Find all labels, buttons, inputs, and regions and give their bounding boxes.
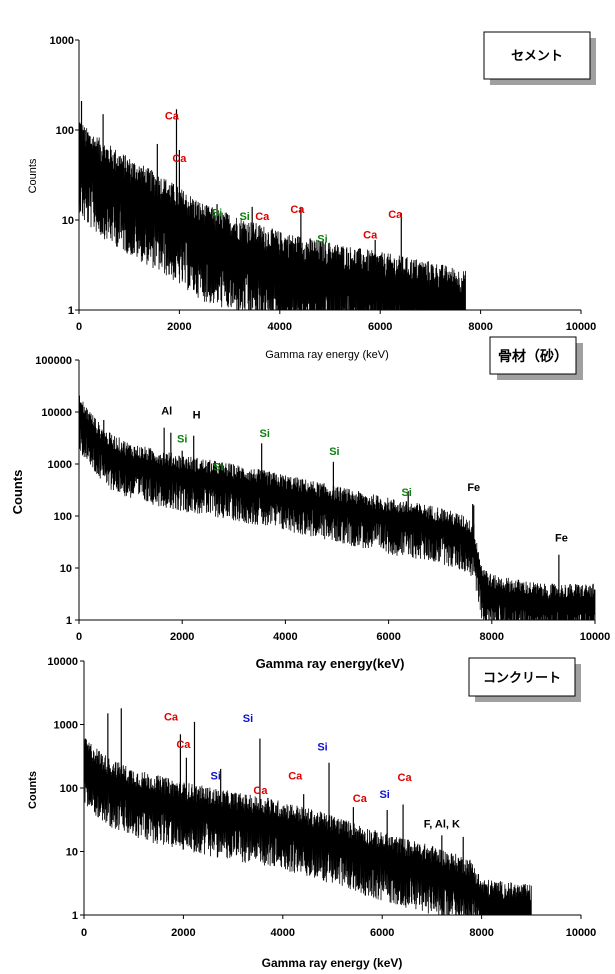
aggregate-x-tick-label: 10000 <box>580 631 611 643</box>
aggregate-y-tick-label: 100 <box>54 511 72 523</box>
concrete-x-tick-label: 2000 <box>171 927 195 939</box>
concrete-peak-label: Si <box>317 741 327 753</box>
concrete-peak-label: Si <box>243 713 253 725</box>
concrete-y-axis-label: Counts <box>27 771 39 809</box>
aggregate-x-tick-label: 2000 <box>170 631 194 643</box>
aggregate-x-tick-label: 8000 <box>480 631 504 643</box>
aggregate-peak-label: Fe <box>555 533 568 545</box>
cement-title: セメント <box>511 48 563 63</box>
aggregate-peak-label: Al <box>161 405 172 417</box>
aggregate-peak-label: Si <box>213 461 223 473</box>
concrete-peak-label: Ca <box>164 712 179 724</box>
concrete-peak-label: Ca <box>398 772 413 784</box>
cement-x-tick-label: 4000 <box>268 321 292 333</box>
aggregate-peak-label: Si <box>177 433 187 445</box>
concrete-peak-label: Si <box>379 789 389 801</box>
aggregate-x-tick-label: 4000 <box>273 631 297 643</box>
aggregate-peak-label: Fe <box>467 482 480 494</box>
concrete-y-tick-label: 100 <box>60 783 78 795</box>
concrete-y-tick-label: 1 <box>72 910 78 922</box>
concrete-peak-label: Ca <box>176 739 191 751</box>
cement-x-tick-label: 0 <box>76 321 82 333</box>
cement-plot-area: 0 2000 4000 6000 8000 10000 1 10 100 1000 Ca Ca Si Si… <box>50 35 597 333</box>
cement-peak-label: Ca <box>363 230 378 242</box>
aggregate-peak-label: Si <box>329 446 339 458</box>
cement-peak-label: Ca <box>172 153 187 165</box>
cement-spectrum-panel: セメント Counts Gamma ray energy (keV) 0 2000… <box>27 31 597 361</box>
aggregate-peak-label: H <box>193 409 201 421</box>
cement-spectrum-trace <box>78 121 466 311</box>
concrete-x-tick-label: 0 <box>81 927 87 939</box>
concrete-x-tick-label: 8000 <box>469 927 493 939</box>
aggregate-y-tick-label: 10 <box>60 563 72 575</box>
concrete-title: コンクリート <box>483 670 561 685</box>
cement-y-tick-label: 1 <box>68 305 74 317</box>
cement-peak-label: Ca <box>255 211 270 223</box>
concrete-peak-label: Si <box>211 771 221 783</box>
concrete-x-tick-label: 10000 <box>566 927 597 939</box>
aggregate-title: 骨材（砂） <box>498 348 568 364</box>
concrete-peak-label: F, Al, K <box>424 818 460 830</box>
aggregate-peak-label: Si <box>401 487 411 499</box>
cement-peak-label: Ca <box>388 209 403 221</box>
cement-peak-label: Si <box>212 207 222 219</box>
cement-x-tick-label: 2000 <box>167 321 191 333</box>
aggregate-peak-label: Si <box>260 428 270 440</box>
concrete-peak-label: Ca <box>288 771 303 783</box>
aggregate-spectrum-trace <box>78 395 596 621</box>
aggregate-title-box <box>489 336 577 375</box>
cement-title-box <box>483 31 591 80</box>
aggregate-x-axis-label: Gamma ray energy(keV) <box>256 656 405 671</box>
aggregate-y-axis-label: Counts <box>10 470 25 515</box>
concrete-x-tick-label: 4000 <box>271 927 295 939</box>
aggregate-y-tick-label: 10000 <box>41 407 72 419</box>
cement-peak-label: Si <box>317 234 327 246</box>
cement-x-tick-label: 8000 <box>468 321 492 333</box>
aggregate-y-tick-label: 1000 <box>48 459 72 471</box>
concrete-plot-area: 0 2000 4000 6000 8000 10000 1 10 100 1000 10000 Ca C… <box>47 656 596 939</box>
aggregate-y-tick-label: 1 <box>66 615 72 627</box>
concrete-y-tick-label: 10 <box>66 847 78 859</box>
concrete-x-tick-label: 6000 <box>370 927 394 939</box>
cement-y-axis-label: Counts <box>27 158 39 193</box>
concrete-x-axis-label: Gamma ray energy (keV) <box>262 956 403 970</box>
cement-x-tick-label: 6000 <box>368 321 392 333</box>
aggregate-plot-area: 0 2000 4000 6000 8000 10000 1 10 100 1000 10000 100… <box>35 355 610 643</box>
concrete-spectrum-trace <box>83 737 532 916</box>
aggregate-x-tick-label: 0 <box>76 631 82 643</box>
cement-peak-label: Si <box>239 211 249 223</box>
cement-y-tick-label: 10 <box>62 215 74 227</box>
cement-y-tick-label: 1000 <box>50 35 74 47</box>
cement-x-tick-label: 10000 <box>566 321 597 333</box>
aggregate-y-tick-label: 100000 <box>35 355 72 367</box>
concrete-title-box <box>468 657 576 697</box>
cement-y-tick-label: 100 <box>56 125 74 137</box>
cement-x-axis-label: Gamma ray energy (keV) <box>265 349 388 361</box>
cement-peak-label: Ca <box>165 111 180 123</box>
concrete-peak-label: Ca <box>253 785 268 797</box>
aggregate-spectrum-panel: 骨材（砂） Counts Gamma ray energy(keV) 0 2000… <box>10 336 610 671</box>
concrete-spectrum-panel: コンクリート Counts Gamma ray energy (keV) 0 20… <box>27 656 596 970</box>
concrete-peak-label: Ca <box>353 793 368 805</box>
concrete-y-tick-label: 10000 <box>47 656 78 668</box>
concrete-y-tick-label: 1000 <box>54 720 78 732</box>
aggregate-x-tick-label: 6000 <box>376 631 400 643</box>
cement-peak-label: Ca <box>290 204 305 216</box>
